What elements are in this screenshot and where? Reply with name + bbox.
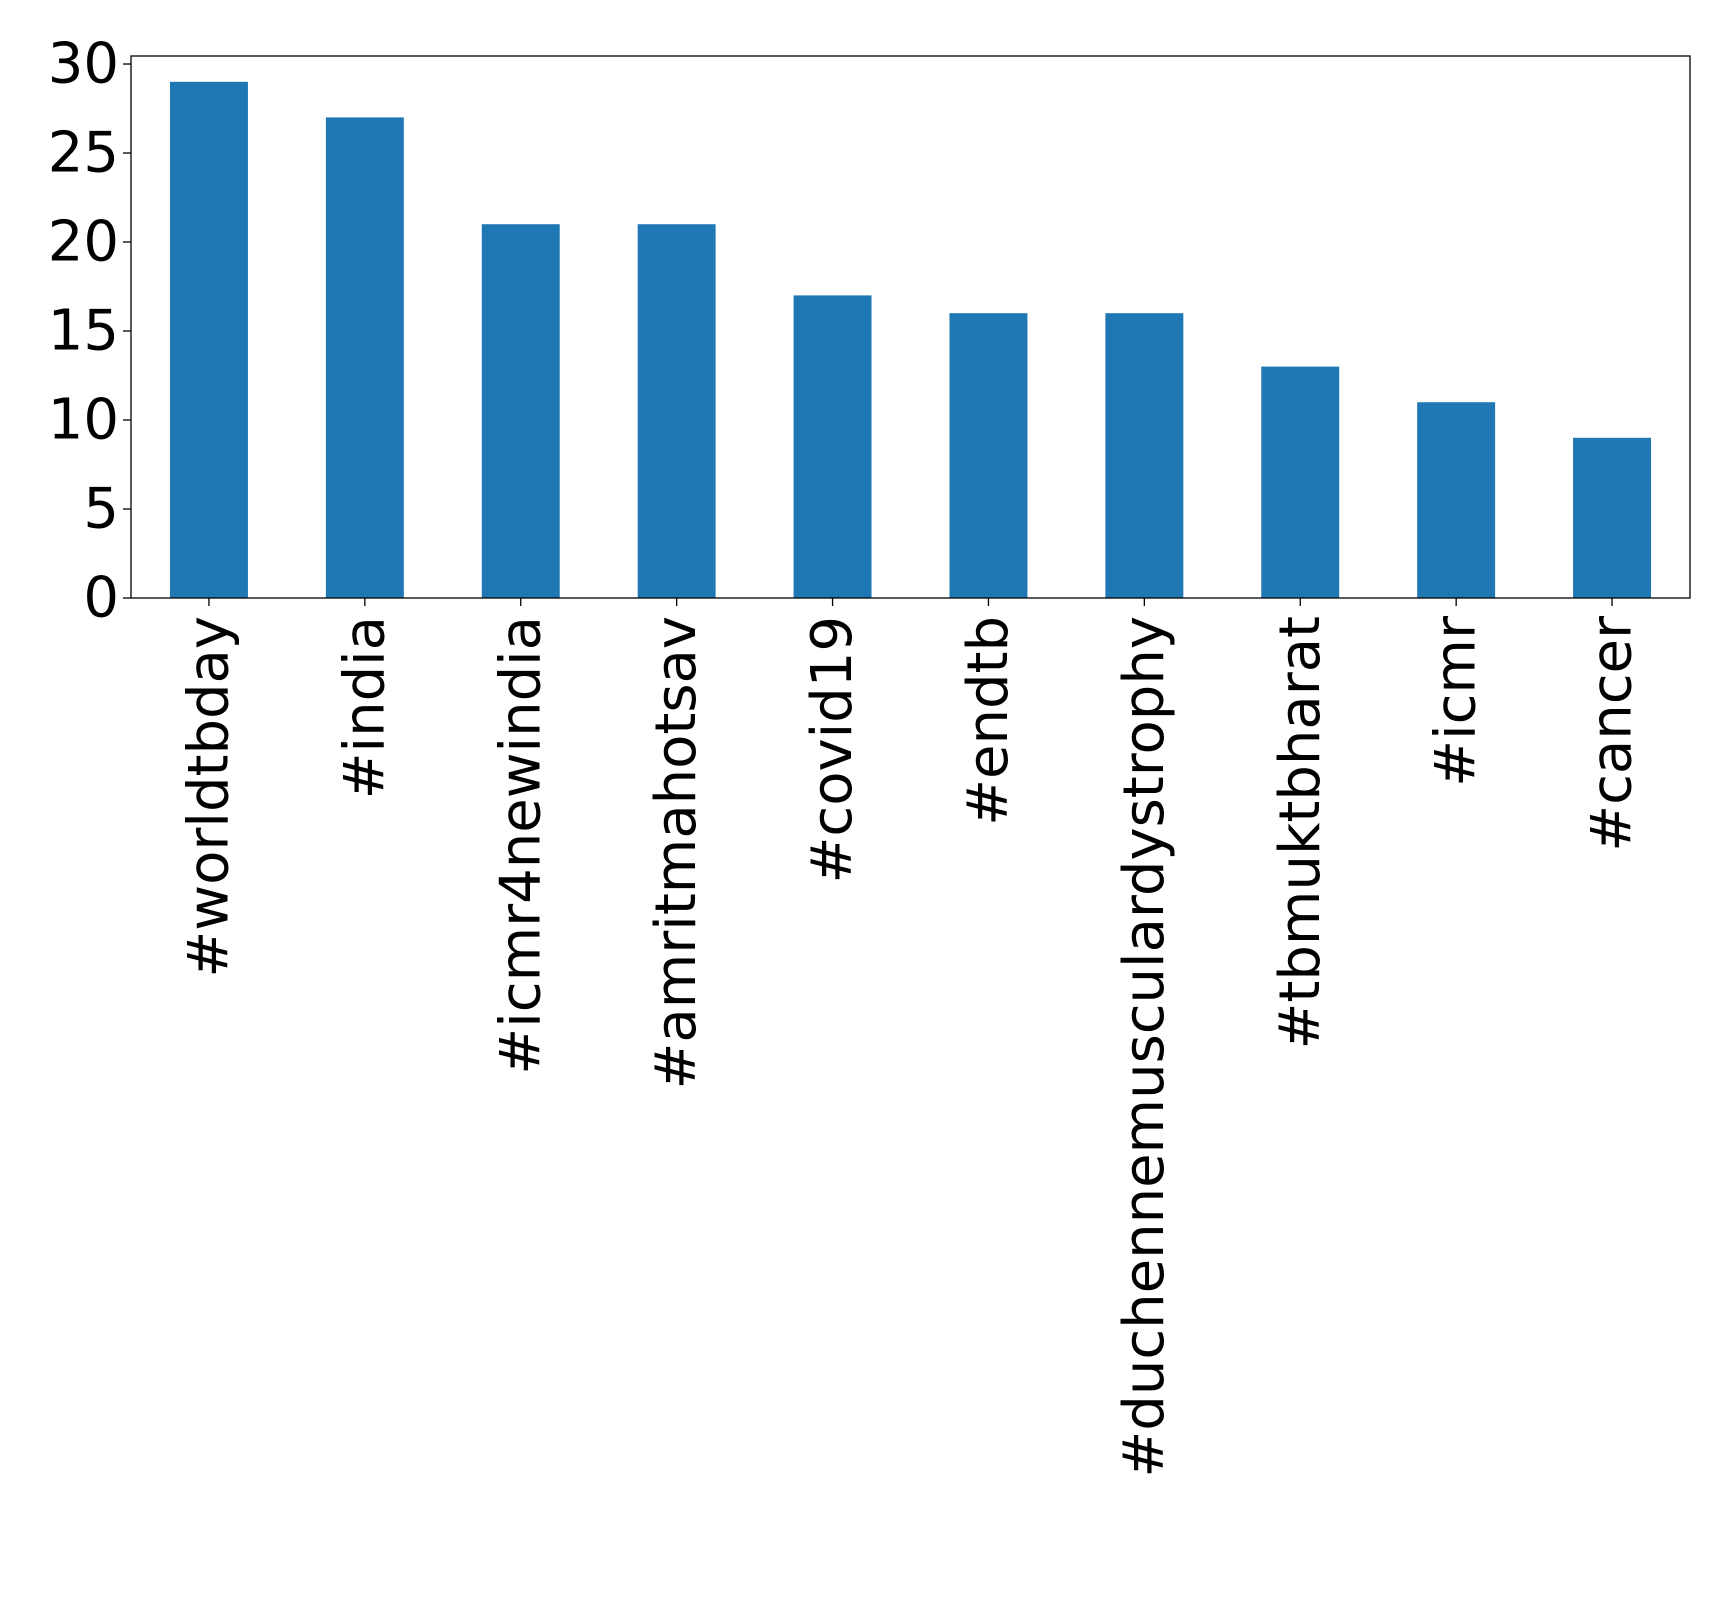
bar-covid19	[793, 295, 872, 598]
bar-tbmuktbharat	[1261, 366, 1340, 598]
bar-worldtbday	[169, 81, 248, 599]
y-tick-label: 5	[83, 477, 119, 542]
x-tick-label: #duchennemusculardystrophy	[1112, 616, 1177, 1478]
y-tick-label: 20	[48, 210, 119, 275]
bar-amritmahotsav	[637, 224, 716, 598]
bar-duchennemusculardystrophy	[1105, 313, 1184, 598]
x-tick-label: #covid19	[800, 616, 865, 883]
x-tick-label: #india	[332, 616, 397, 799]
x-tick-label: #tbmuktbharat	[1268, 616, 1333, 1050]
bar-india	[325, 117, 404, 598]
x-tick-label: #worldtbday	[176, 616, 241, 978]
x-tick-label: #icmr	[1424, 615, 1489, 787]
bar-icmr4newindia	[481, 224, 560, 598]
y-tick-label: 30	[48, 32, 119, 97]
y-tick-label: 25	[48, 121, 119, 186]
x-tick-label: #icmr4newindia	[488, 616, 553, 1075]
bar-endtb	[949, 313, 1028, 598]
x-tick-label: #amritmahotsav	[644, 616, 709, 1090]
bar-cancer	[1573, 437, 1652, 598]
bars-group	[169, 81, 1652, 599]
y-tick-label: 15	[48, 299, 119, 364]
plot-frame	[130, 55, 1691, 599]
x-tick-label: #cancer	[1580, 615, 1645, 852]
x-tick-label: #endtb	[956, 616, 1021, 826]
y-tick-label: 10	[48, 388, 119, 453]
y-axis: 0 5 10 15 20 25 30	[48, 32, 131, 631]
x-axis: #worldtbday #india #icmr4newindia #amritmah…	[176, 598, 1645, 1478]
y-tick-label: 0	[83, 566, 119, 631]
bar-icmr	[1417, 402, 1496, 598]
